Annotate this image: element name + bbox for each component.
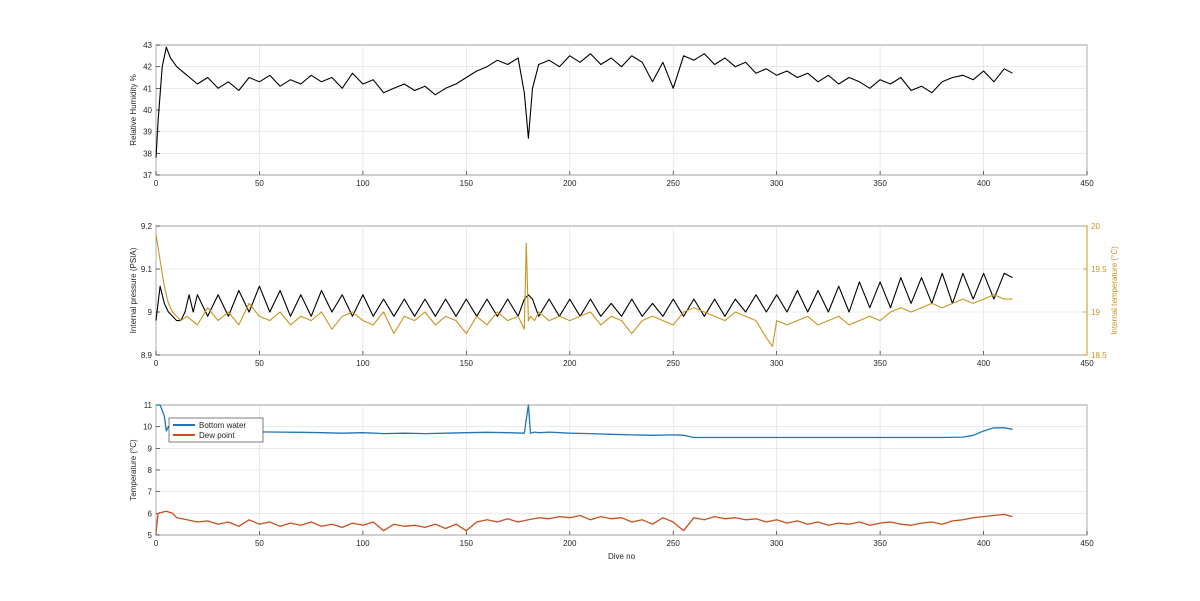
subplot-2: 0 50 100 150 200 250 300 350 400 450 8.9 9 9.1 9.2 18.… [129, 222, 1119, 368]
x-tick-label: 300 [770, 359, 784, 368]
right-y-axis-label: Internal temperature (°C) [1110, 246, 1119, 335]
plot-area [155, 225, 1088, 356]
x-tick-label: 200 [563, 359, 577, 368]
x-tick-label: 350 [873, 179, 887, 188]
series-2-2-line [155, 234, 1013, 347]
x-tick-label: 450 [1080, 359, 1094, 368]
series-1-1-line [155, 46, 1013, 158]
x-tick-label: 0 [154, 539, 159, 548]
x-tick-label: 250 [667, 539, 681, 548]
legend-label: Dew point [199, 431, 235, 440]
x-tick-label: 50 [255, 179, 264, 188]
x-tick-label: 350 [873, 359, 887, 368]
x-tick-label: 250 [667, 359, 681, 368]
right-y-tick-label: 18.5 [1091, 351, 1107, 360]
y-tick-label: 9.2 [141, 222, 153, 231]
y-tick-label: 41 [143, 84, 152, 93]
y-tick-label: 9 [148, 444, 153, 453]
right-y-tick-label: 20 [1091, 222, 1100, 231]
y-tick-label: 8 [148, 466, 153, 475]
series-2-1-line [155, 272, 1013, 322]
x-tick-label: 150 [460, 359, 474, 368]
y-tick-label: 8.9 [141, 351, 153, 360]
x-tick-label: 100 [356, 179, 370, 188]
x-axis-label: Dive no [608, 552, 636, 561]
x-tick-label: 200 [563, 539, 577, 548]
x-tick-label: 450 [1080, 539, 1094, 548]
y-tick-label: 5 [148, 531, 153, 540]
y-tick-label: 6 [148, 509, 153, 518]
x-tick-label: 400 [977, 539, 991, 548]
y-axis-label: Relative Humidity % [129, 74, 138, 146]
legend-label: Bottom water [199, 421, 246, 430]
y-tick-label: 43 [143, 41, 152, 50]
x-tick-label: 100 [356, 359, 370, 368]
x-tick-label: 300 [770, 179, 784, 188]
y-axis-label: Temperature (°C) [129, 439, 138, 501]
y-tick-label: 40 [143, 106, 152, 115]
y-tick-label: 11 [144, 401, 153, 410]
right-y-tick-label: 19.5 [1091, 265, 1107, 274]
y-axis-label: Internal pressure (PSIA) [129, 247, 138, 333]
x-tick-label: 200 [563, 179, 577, 188]
x-tick-label: 150 [460, 539, 474, 548]
x-tick-label: 450 [1080, 179, 1094, 188]
x-tick-label: 100 [356, 539, 370, 548]
right-y-tick-label: 19 [1091, 308, 1100, 317]
y-tick-label: 9.1 [141, 265, 153, 274]
y-tick-label: 7 [148, 488, 153, 497]
x-tick-label: 400 [977, 179, 991, 188]
x-tick-label: 400 [977, 359, 991, 368]
x-tick-label: 150 [460, 179, 474, 188]
x-tick-label: 250 [667, 179, 681, 188]
x-tick-label: 300 [770, 539, 784, 548]
y-tick-label: 38 [143, 149, 152, 158]
y-tick-label: 42 [143, 63, 152, 72]
x-tick-label: 350 [873, 539, 887, 548]
y-tick-label: 9 [148, 308, 153, 317]
x-tick-label: 0 [154, 359, 159, 368]
x-tick-label: 50 [255, 359, 264, 368]
subplot-1: 0 50 100 150 200 250 300 350 400 450 37 38 39 40 41 42 4… [129, 41, 1094, 188]
y-tick-label: 39 [143, 128, 152, 137]
subplot-3: 0 50 100 150 200 250 300 350 400 450 5 6 7 8 9 10 11 Temp… [129, 401, 1094, 561]
series-dew-point-line [155, 510, 1013, 533]
y-tick-label: 10 [143, 423, 152, 432]
x-tick-label: 50 [255, 539, 264, 548]
legend-box [168, 417, 264, 443]
y-tick-label: 37 [143, 171, 152, 180]
x-tick-label: 0 [154, 179, 159, 188]
